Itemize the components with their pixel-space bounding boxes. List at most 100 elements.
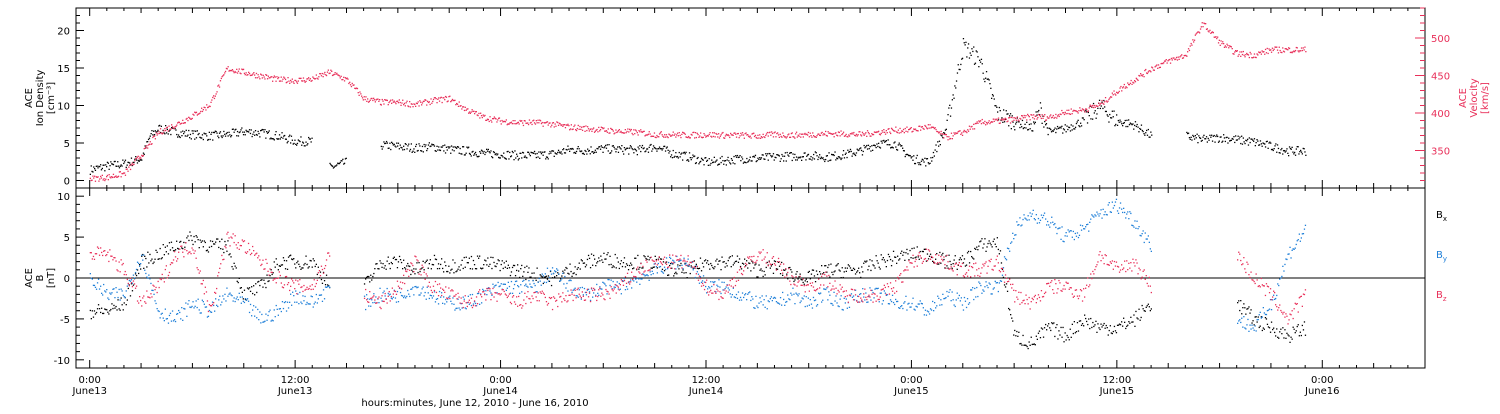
bottom-series-By-point — [716, 285, 717, 286]
bottom-series-By-point — [425, 292, 426, 293]
bottom-series-Bx-point — [599, 260, 600, 261]
top-series-1-point — [467, 108, 468, 109]
top-series-1-point — [163, 130, 164, 131]
bottom-series-By-point — [1044, 213, 1045, 214]
bottom-series-By-point — [238, 299, 239, 300]
bottom-series-By-point — [561, 278, 562, 279]
top-series-0-point — [470, 154, 471, 155]
top-series-0-point — [1299, 151, 1300, 152]
top-series-0-point — [797, 159, 798, 160]
top-series-1-point — [898, 130, 899, 131]
bottom-series-Bx-point — [434, 255, 435, 256]
top-series-0-point — [716, 159, 717, 160]
bottom-series-Bx-point — [584, 262, 585, 263]
bottom-series-By-point — [725, 288, 726, 289]
bottom-series-By-point — [697, 271, 698, 272]
top-series-0-point — [240, 131, 241, 132]
bottom-series-Bx-point — [1063, 341, 1064, 342]
top-series-1-point — [1191, 45, 1192, 46]
bottom-series-Bx-point — [167, 245, 168, 246]
top-series-0-point — [396, 143, 397, 144]
bottom-series-Bx-point — [95, 313, 96, 314]
bottom-series-Bx-point — [775, 261, 776, 262]
bottom-series-Bx-point — [655, 256, 656, 257]
top-series-1-point — [1091, 106, 1092, 107]
top-series-1-point — [757, 138, 758, 139]
bottom-series-Bx-point — [1125, 328, 1126, 329]
bottom-series-Bx-point — [468, 262, 469, 263]
top-series-0-point — [1125, 120, 1126, 121]
bottom-series-Bx-point — [186, 237, 187, 238]
top-series-1-point — [266, 75, 267, 76]
bottom-series-By-point — [673, 260, 674, 261]
top-series-1-point — [697, 134, 698, 135]
bottom-series-Bx-point — [828, 264, 829, 265]
top-series-0-point — [980, 62, 981, 63]
bottom-series-By-point — [195, 306, 196, 307]
bottom-series-By-point — [1040, 220, 1041, 221]
top-series-0-point — [1148, 129, 1149, 130]
bottom-series-Bx-point — [1270, 332, 1271, 333]
top-series-1-point — [730, 133, 731, 134]
bottom-series-Bx-point — [685, 272, 686, 273]
bottom-series-By-point — [976, 287, 977, 288]
top-series-0-point — [274, 139, 275, 140]
bottom-series-By-point — [323, 289, 324, 290]
top-series-1-point — [970, 129, 971, 130]
bottom-series-By-point — [255, 307, 256, 308]
bottom-series-By-point — [117, 297, 118, 298]
bottom-series-Bx-point — [603, 253, 604, 254]
bottom-series-Bx-point — [316, 264, 317, 265]
top-series-0-point — [640, 151, 641, 152]
top-series-1-point — [490, 120, 491, 121]
top-series-1-point — [725, 135, 726, 136]
top-series-0-point — [661, 148, 662, 149]
bottom-series-By-point — [703, 275, 704, 276]
bottom-series-Bx-point — [1141, 317, 1142, 318]
top-series-1-point — [1095, 107, 1096, 108]
top-series-1-point — [946, 134, 947, 135]
top-series-0-point — [816, 155, 817, 156]
top-series-1-point — [870, 136, 871, 137]
top-series-0-point — [147, 141, 148, 142]
top-series-1-point — [154, 136, 155, 137]
top-series-0-point — [951, 107, 952, 108]
top-series-1-point — [465, 107, 466, 108]
top-series-0-point — [898, 144, 899, 145]
bottom-series-By-point — [992, 293, 993, 294]
top-series-0-point — [192, 133, 193, 134]
top-series-1-point — [263, 75, 264, 76]
bottom-series-Bx-point — [882, 259, 883, 260]
top-series-0-point — [198, 133, 199, 134]
bottom-series-By-point — [729, 289, 730, 290]
top-series-1-point — [535, 123, 536, 124]
top-series-1-point — [929, 124, 930, 125]
bottom-series-Bx-point — [868, 266, 869, 267]
top-series-0-point — [474, 153, 475, 154]
top-series-0-point — [937, 141, 938, 142]
top-series-0-point — [956, 80, 957, 81]
top-series-1-point — [361, 96, 362, 97]
bottom-series-By-point — [269, 310, 270, 311]
bottom-series-By-point — [1283, 270, 1284, 271]
top-series-0-point — [395, 146, 396, 147]
bottom-series-By-point — [710, 281, 711, 282]
top-series-0-point — [630, 145, 631, 146]
top-series-1-point — [1171, 58, 1172, 59]
bottom-series-Bx-point — [394, 257, 395, 258]
top-series-1-point — [691, 134, 692, 135]
top-series-0-point — [1294, 152, 1295, 153]
top-series-1-point — [106, 176, 107, 177]
top-series-1-point — [298, 80, 299, 81]
top-series-1-point — [1142, 75, 1143, 76]
top-series-1-point — [1208, 31, 1209, 32]
top-series-0-point — [613, 145, 614, 146]
top-series-1-point — [1266, 52, 1267, 53]
bottom-axis-title: ACE — [24, 268, 35, 288]
top-series-1-point — [379, 99, 380, 100]
top-series-1-point — [491, 121, 492, 122]
bottom-series-By-point — [905, 296, 906, 297]
top-series-1-point — [1119, 87, 1120, 88]
top-series-1-point — [121, 176, 122, 177]
top-series-1-point — [690, 137, 691, 138]
